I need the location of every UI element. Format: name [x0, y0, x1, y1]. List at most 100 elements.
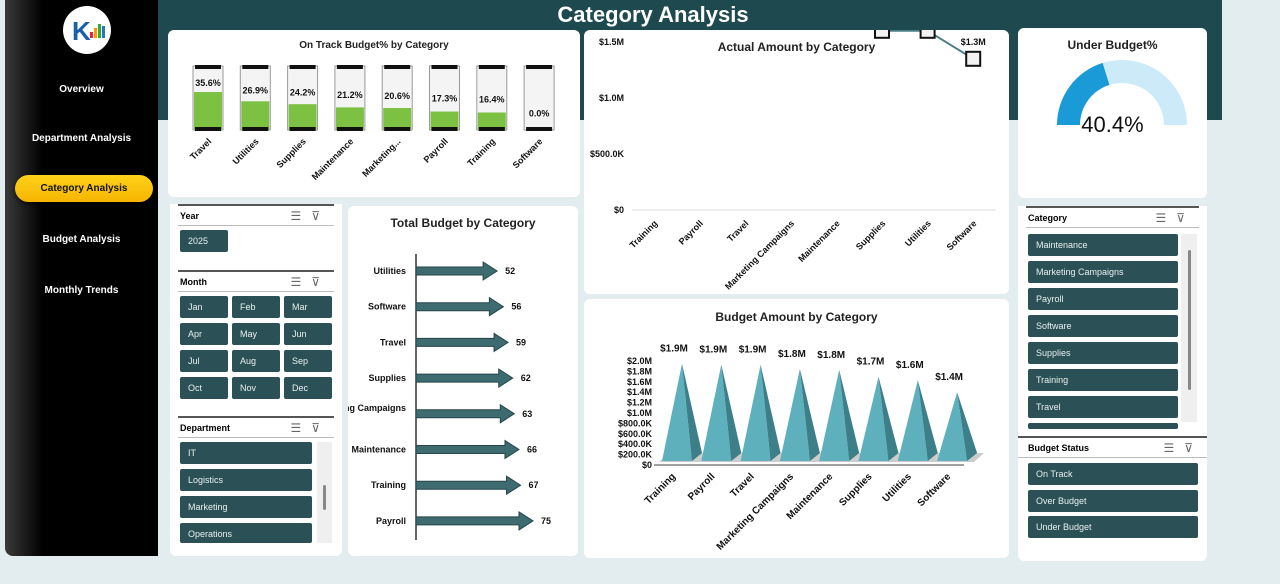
slicer-item-mar[interactable]: Mar — [284, 296, 332, 318]
arrow-bar — [415, 510, 534, 531]
slicer-item-on-track[interactable]: On Track — [1028, 463, 1198, 485]
pyramid-front — [937, 392, 968, 461]
gauge-fill — [1057, 62, 1110, 125]
category-label: Marketing... — [360, 136, 402, 178]
category-scrollbar[interactable] — [1181, 234, 1197, 422]
category-label: Marketing Campaigns — [715, 471, 797, 553]
slicer-title: Month — [180, 277, 207, 287]
pyramid-side — [957, 392, 978, 461]
slicer-item-apr[interactable]: Apr — [180, 323, 228, 345]
slicer-item-sep[interactable]: Sep — [284, 350, 332, 372]
slicer-item-under-budget[interactable]: Under Budget — [1028, 516, 1198, 538]
battery-fill — [194, 92, 222, 130]
slicer-item-oct[interactable]: Oct — [180, 377, 228, 399]
multi-select-icon[interactable]: ☰ — [290, 275, 312, 289]
y-tick-label: $1.8M — [627, 366, 652, 376]
data-label: 35.6% — [195, 78, 221, 88]
data-label: $1.6M — [896, 360, 924, 371]
slicer-item-supplies[interactable]: Supplies — [1028, 342, 1178, 364]
multi-select-icon[interactable]: ☰ — [290, 209, 312, 223]
category-label: Payroll — [677, 218, 705, 246]
battery-cap — [195, 65, 221, 69]
data-label: 26.9% — [243, 85, 269, 95]
gauge-remaining — [1102, 60, 1187, 125]
nav-monthly-trends[interactable]: Monthly Trends — [44, 285, 119, 296]
scroll-thumb[interactable] — [1188, 250, 1191, 390]
slicer-item-maintenance[interactable]: Maintenance — [1028, 234, 1178, 256]
svg-text:K: K — [72, 16, 91, 46]
slicer-item-dec[interactable]: Dec — [284, 377, 332, 399]
battery-base — [242, 127, 269, 131]
multi-select-icon[interactable]: ☰ — [290, 421, 312, 435]
clear-filter-icon[interactable]: ⊽ — [1184, 441, 1203, 455]
multi-select-icon[interactable]: ☰ — [1155, 211, 1177, 225]
category-slicer-header: Category ☰⊽ — [1026, 206, 1199, 228]
slicer-item-partial[interactable] — [1028, 423, 1178, 429]
category-label: Supplies — [837, 471, 875, 509]
slicer-item-aug[interactable]: Aug — [232, 350, 280, 372]
clear-filter-icon[interactable]: ⊽ — [311, 209, 330, 223]
under-budget-gauge — [1057, 60, 1187, 125]
pyramid-front — [701, 364, 732, 461]
data-label: $1.3M — [961, 37, 986, 47]
pyramid-side — [917, 380, 938, 461]
scroll-thumb[interactable] — [323, 485, 326, 510]
battery-fill — [477, 112, 506, 130]
nav-budget-analysis[interactable]: Budget Analysis — [42, 234, 121, 245]
data-label: 67 — [529, 480, 539, 490]
data-label: $1.4M — [935, 372, 963, 383]
on-track-chart: 35.6% Travel 26.9% Utilities 24.2% Supplies 21… — [188, 65, 555, 182]
slicer-item-it[interactable]: IT — [180, 442, 312, 464]
slicer-item-operations[interactable]: Operations — [180, 523, 312, 543]
slicer-item-over-budget[interactable]: Over Budget — [1028, 490, 1198, 512]
arrow-bar — [415, 475, 522, 496]
nav-category-analysis[interactable]: Category Analysis — [15, 175, 153, 202]
battery-base — [195, 127, 221, 131]
slicer-item-2025[interactable]: 2025 — [180, 230, 228, 252]
clear-filter-icon[interactable]: ⊽ — [311, 421, 330, 435]
slicer-item-training[interactable]: Training — [1028, 369, 1178, 391]
data-label: 52 — [505, 266, 515, 276]
nav-department-analysis[interactable]: Department Analysis — [31, 133, 132, 144]
slicer-item-logistics[interactable]: Logistics — [180, 469, 312, 491]
data-label: 66 — [527, 445, 537, 455]
slicer-item-may[interactable]: May — [232, 323, 280, 345]
y-tick-label: $500.0K — [590, 149, 625, 159]
arrow-bar — [415, 439, 520, 460]
pyramid-side — [839, 369, 860, 461]
chart-title: Total Budget by Category — [390, 216, 536, 230]
slicer-item-travel[interactable]: Travel — [1028, 396, 1178, 418]
slicer-item-jul[interactable]: Jul — [180, 350, 228, 372]
slicer-item-software[interactable]: Software — [1028, 315, 1178, 337]
category-label: Travel — [728, 471, 756, 499]
department-scrollbar[interactable] — [317, 442, 332, 543]
actual-amount-chart: $0$500.0K$1.0M$1.5M$2.0M$2.5M$2.0MTraini… — [590, 30, 996, 292]
slicer-item-jun[interactable]: Jun — [284, 323, 332, 345]
y-tick-label: $1.6M — [627, 377, 652, 387]
multi-select-icon[interactable]: ☰ — [1163, 441, 1185, 455]
pyramid-side — [799, 368, 820, 461]
pyramid-front — [897, 380, 928, 461]
slicer-item-marketing[interactable]: Marketing — [180, 496, 312, 518]
nav-overview[interactable]: Overview — [59, 84, 104, 95]
slicer-item-marketing-campaigns[interactable]: Marketing Campaigns — [1028, 261, 1178, 283]
clear-filter-icon[interactable]: ⊽ — [1176, 211, 1195, 225]
y-tick-label: $1.2M — [627, 398, 652, 408]
total-budget-chart: 52 Utilities 56 Software 59 Travel 62 Supplies 6… — [348, 254, 551, 540]
on-track-chart-card: On Track Budget% by Category 35.6% Travel… — [168, 30, 580, 197]
battery-base — [478, 127, 505, 131]
data-point — [874, 30, 890, 39]
data-label: $1.9M — [739, 345, 767, 356]
slicer-item-payroll[interactable]: Payroll — [1028, 288, 1178, 310]
y-tick-label: $400.0K — [618, 439, 653, 449]
category-label: Supplies — [274, 136, 308, 170]
battery-body — [523, 65, 555, 131]
slicer-item-nov[interactable]: Nov — [232, 377, 280, 399]
slicer-item-feb[interactable]: Feb — [232, 296, 280, 318]
slicer-item-jan[interactable]: Jan — [180, 296, 228, 318]
pyramid-side — [760, 364, 781, 461]
chart-title: On Track Budget% by Category — [299, 40, 449, 51]
data-label: 20.6% — [384, 91, 410, 101]
category-label: Maintenance — [310, 136, 356, 182]
clear-filter-icon[interactable]: ⊽ — [311, 275, 330, 289]
